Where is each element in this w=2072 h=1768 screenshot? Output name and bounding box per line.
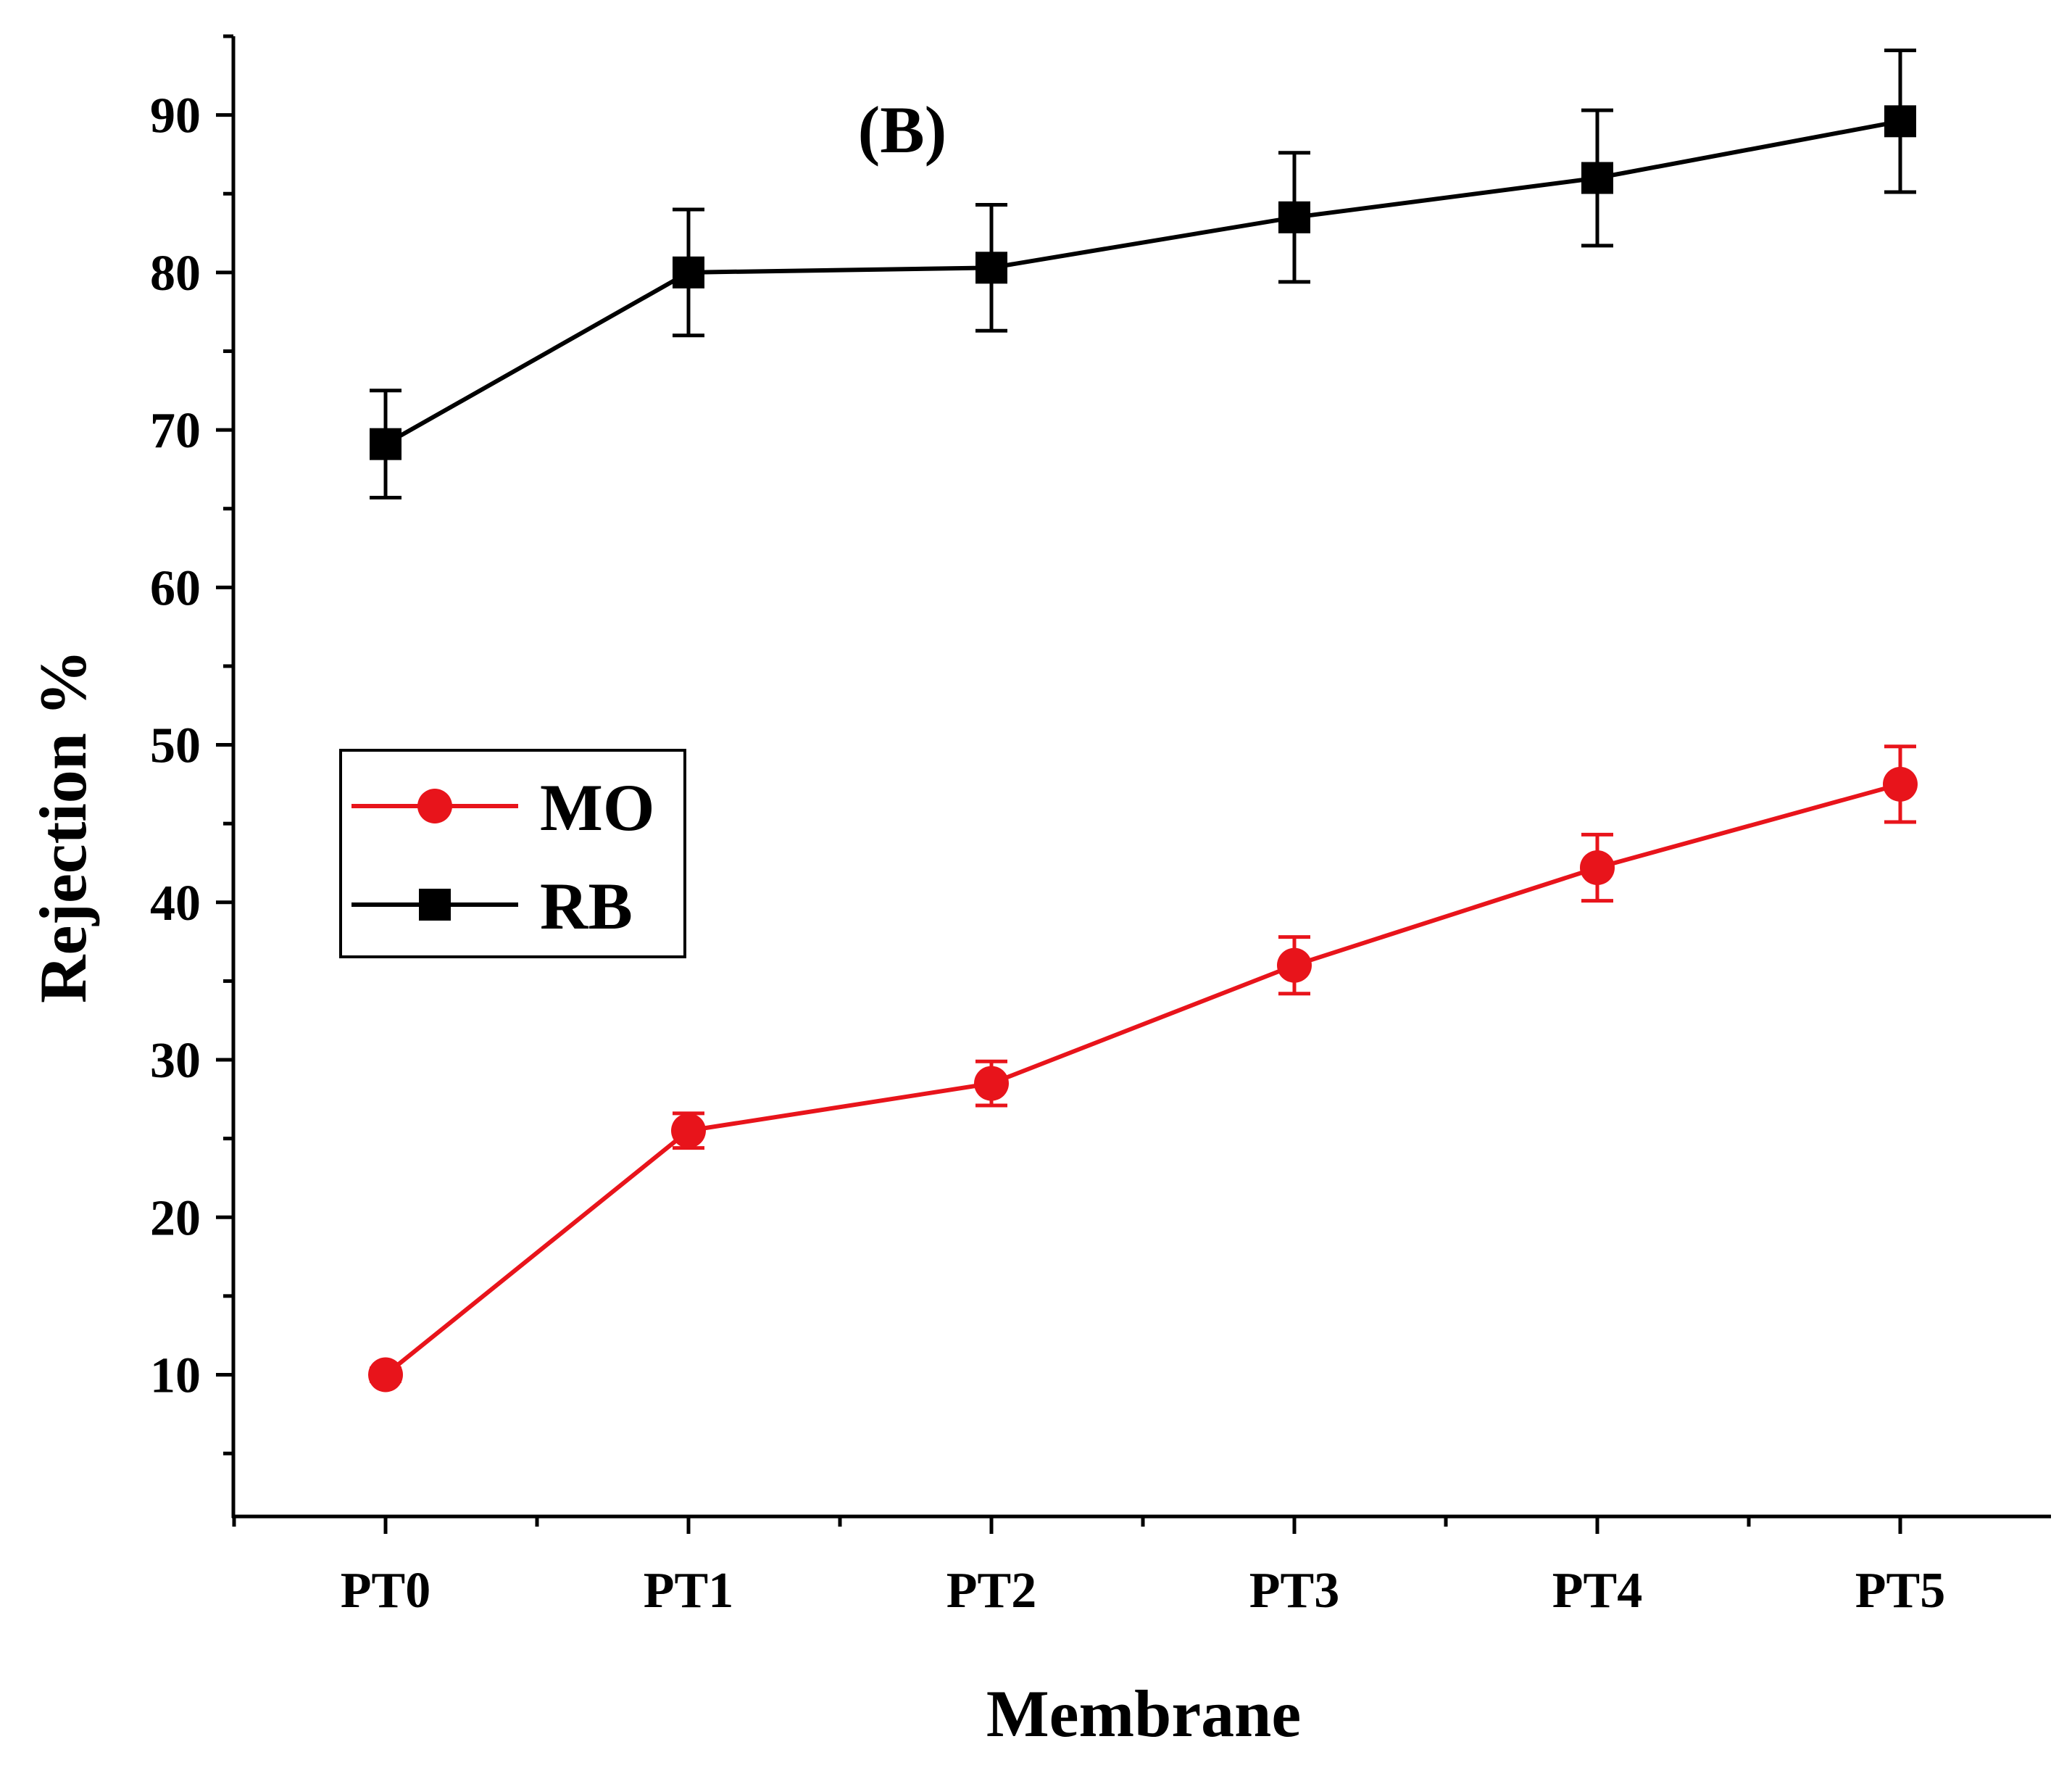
legend-label-rb: RB	[540, 869, 633, 943]
y-axis-title: Rejection %	[26, 649, 100, 1003]
legend-marker-mo	[417, 789, 452, 823]
legend-marker-rb	[419, 889, 451, 921]
series-line-mo	[384, 781, 1901, 1377]
data-point	[671, 1113, 706, 1148]
x-tick-label: PT1	[644, 1563, 733, 1619]
data-point	[1580, 850, 1615, 885]
y-tick-label: 20	[150, 1190, 201, 1246]
axes: 10 20 30 40 50 60 70 80 90 PT0 PT1 PT2 PT3 PT4 PT5	[150, 34, 2051, 1619]
y-tick-label: 90	[150, 88, 201, 144]
x-tick-label: PT4	[1552, 1563, 1642, 1619]
data-point	[975, 252, 1007, 284]
data-point	[1883, 766, 1918, 802]
legend: MO RB	[339, 749, 686, 958]
data-point	[370, 428, 401, 460]
series-line-rb	[384, 119, 1901, 447]
data-point	[368, 1357, 403, 1393]
data-point	[673, 256, 704, 289]
panel-label: (B)	[858, 93, 947, 167]
y-tick-label: 70	[150, 403, 201, 459]
legend-label-mo: MO	[540, 771, 654, 844]
y-tick-label: 40	[150, 876, 201, 931]
x-tick-label: PT2	[946, 1563, 1036, 1619]
series-mo	[368, 744, 1918, 1393]
plot-area	[368, 49, 1918, 1393]
data-point	[1278, 201, 1310, 233]
data-point	[1581, 162, 1613, 194]
legend-box	[339, 749, 686, 958]
y-tick-label: 80	[150, 246, 201, 302]
data-point	[1277, 947, 1312, 983]
x-axis-title: Membrane	[986, 1677, 1301, 1751]
y-tick-label: 30	[150, 1033, 201, 1089]
x-tick-label: PT5	[1855, 1563, 1945, 1619]
y-tick-label: 60	[150, 560, 201, 616]
x-tick-label: PT0	[341, 1563, 430, 1619]
data-point	[974, 1066, 1009, 1101]
x-tick-label: PT3	[1249, 1563, 1339, 1619]
y-tick-label: 10	[150, 1348, 201, 1403]
y-tick-label: 50	[150, 718, 201, 774]
data-point	[1884, 105, 1916, 138]
series-rb	[370, 49, 1916, 499]
